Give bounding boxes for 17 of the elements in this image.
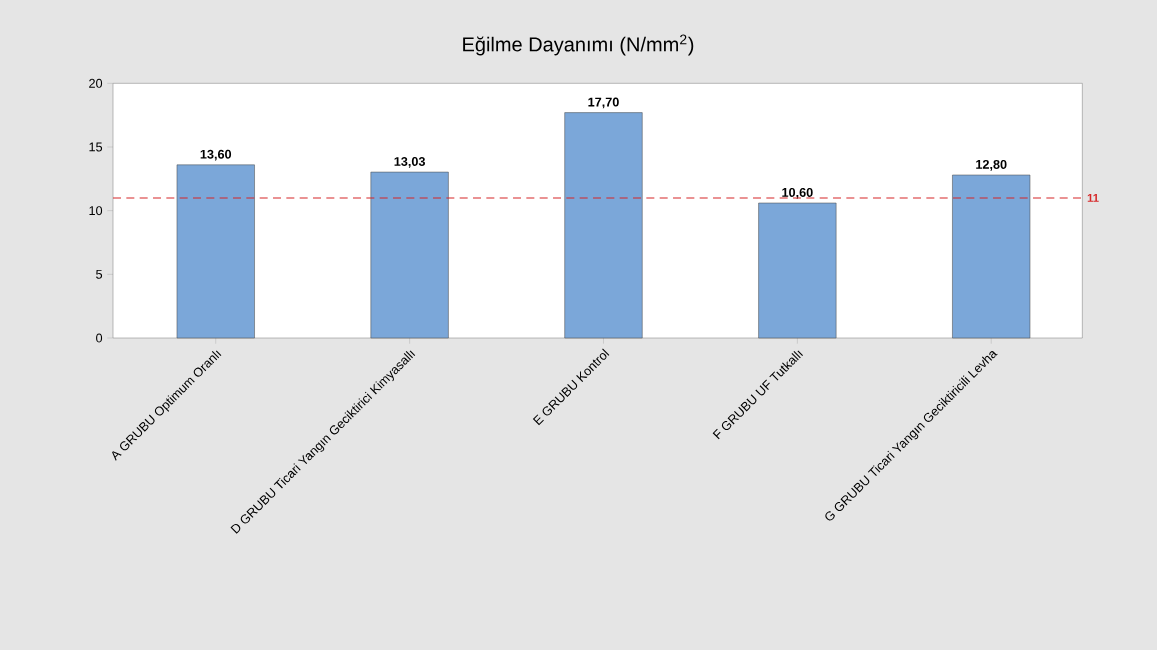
y-tick-label: 20 bbox=[89, 78, 103, 88]
y-tick-label: 5 bbox=[96, 269, 103, 279]
y-tick-label: 15 bbox=[89, 142, 103, 152]
bar bbox=[370, 171, 449, 339]
bar bbox=[176, 164, 255, 339]
data-label: 13,03 bbox=[394, 157, 426, 168]
chart-title: Eğilme Dayanımı (N/mm$^{2}$) bbox=[463, 34, 694, 56]
bar bbox=[564, 112, 643, 339]
data-label: 10,60 bbox=[782, 187, 813, 199]
y-tick-label: 10 bbox=[89, 206, 103, 216]
y-tick-label: 0 bbox=[96, 333, 103, 343]
bar bbox=[952, 174, 1031, 339]
bar bbox=[758, 202, 837, 339]
data-label: 13,60 bbox=[200, 149, 232, 161]
data-label: 12,80 bbox=[976, 159, 1007, 171]
data-label: 17,70 bbox=[588, 97, 619, 109]
ref-line-label: 11 bbox=[1087, 194, 1099, 202]
